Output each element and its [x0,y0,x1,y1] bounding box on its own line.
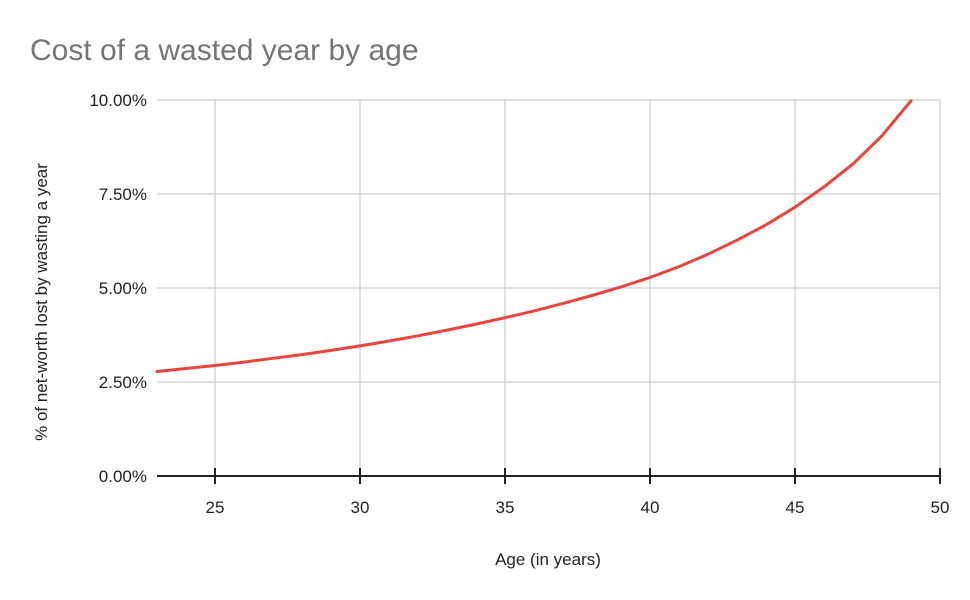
x-tick-label: 50 [931,498,950,517]
y-tick-label: 2.50% [99,373,147,392]
x-tick-labels: 25 30 35 40 45 50 [206,498,950,517]
y-tick-label: 5.00% [99,279,147,298]
y-tick-labels: 0.00% 2.50% 5.00% 7.50% 10.00% [89,91,147,486]
axes [157,468,941,484]
x-tick-label: 30 [351,498,370,517]
x-tick-label: 35 [496,498,515,517]
grid [157,99,941,476]
y-tick-label: 0.00% [99,467,147,486]
y-tick-label: 10.00% [89,91,147,110]
y-axis-label: % of net-worth lost by wasting a year [32,163,51,441]
x-tick-label: 40 [641,498,660,517]
x-axis-label: Age (in years) [495,550,601,569]
series-line [155,99,913,373]
series-group [155,99,913,373]
x-tick-label: 25 [206,498,225,517]
y-tick-label: 7.50% [99,185,147,204]
x-tick-label: 45 [786,498,805,517]
chart-title: Cost of a wasted year by age [30,34,419,67]
